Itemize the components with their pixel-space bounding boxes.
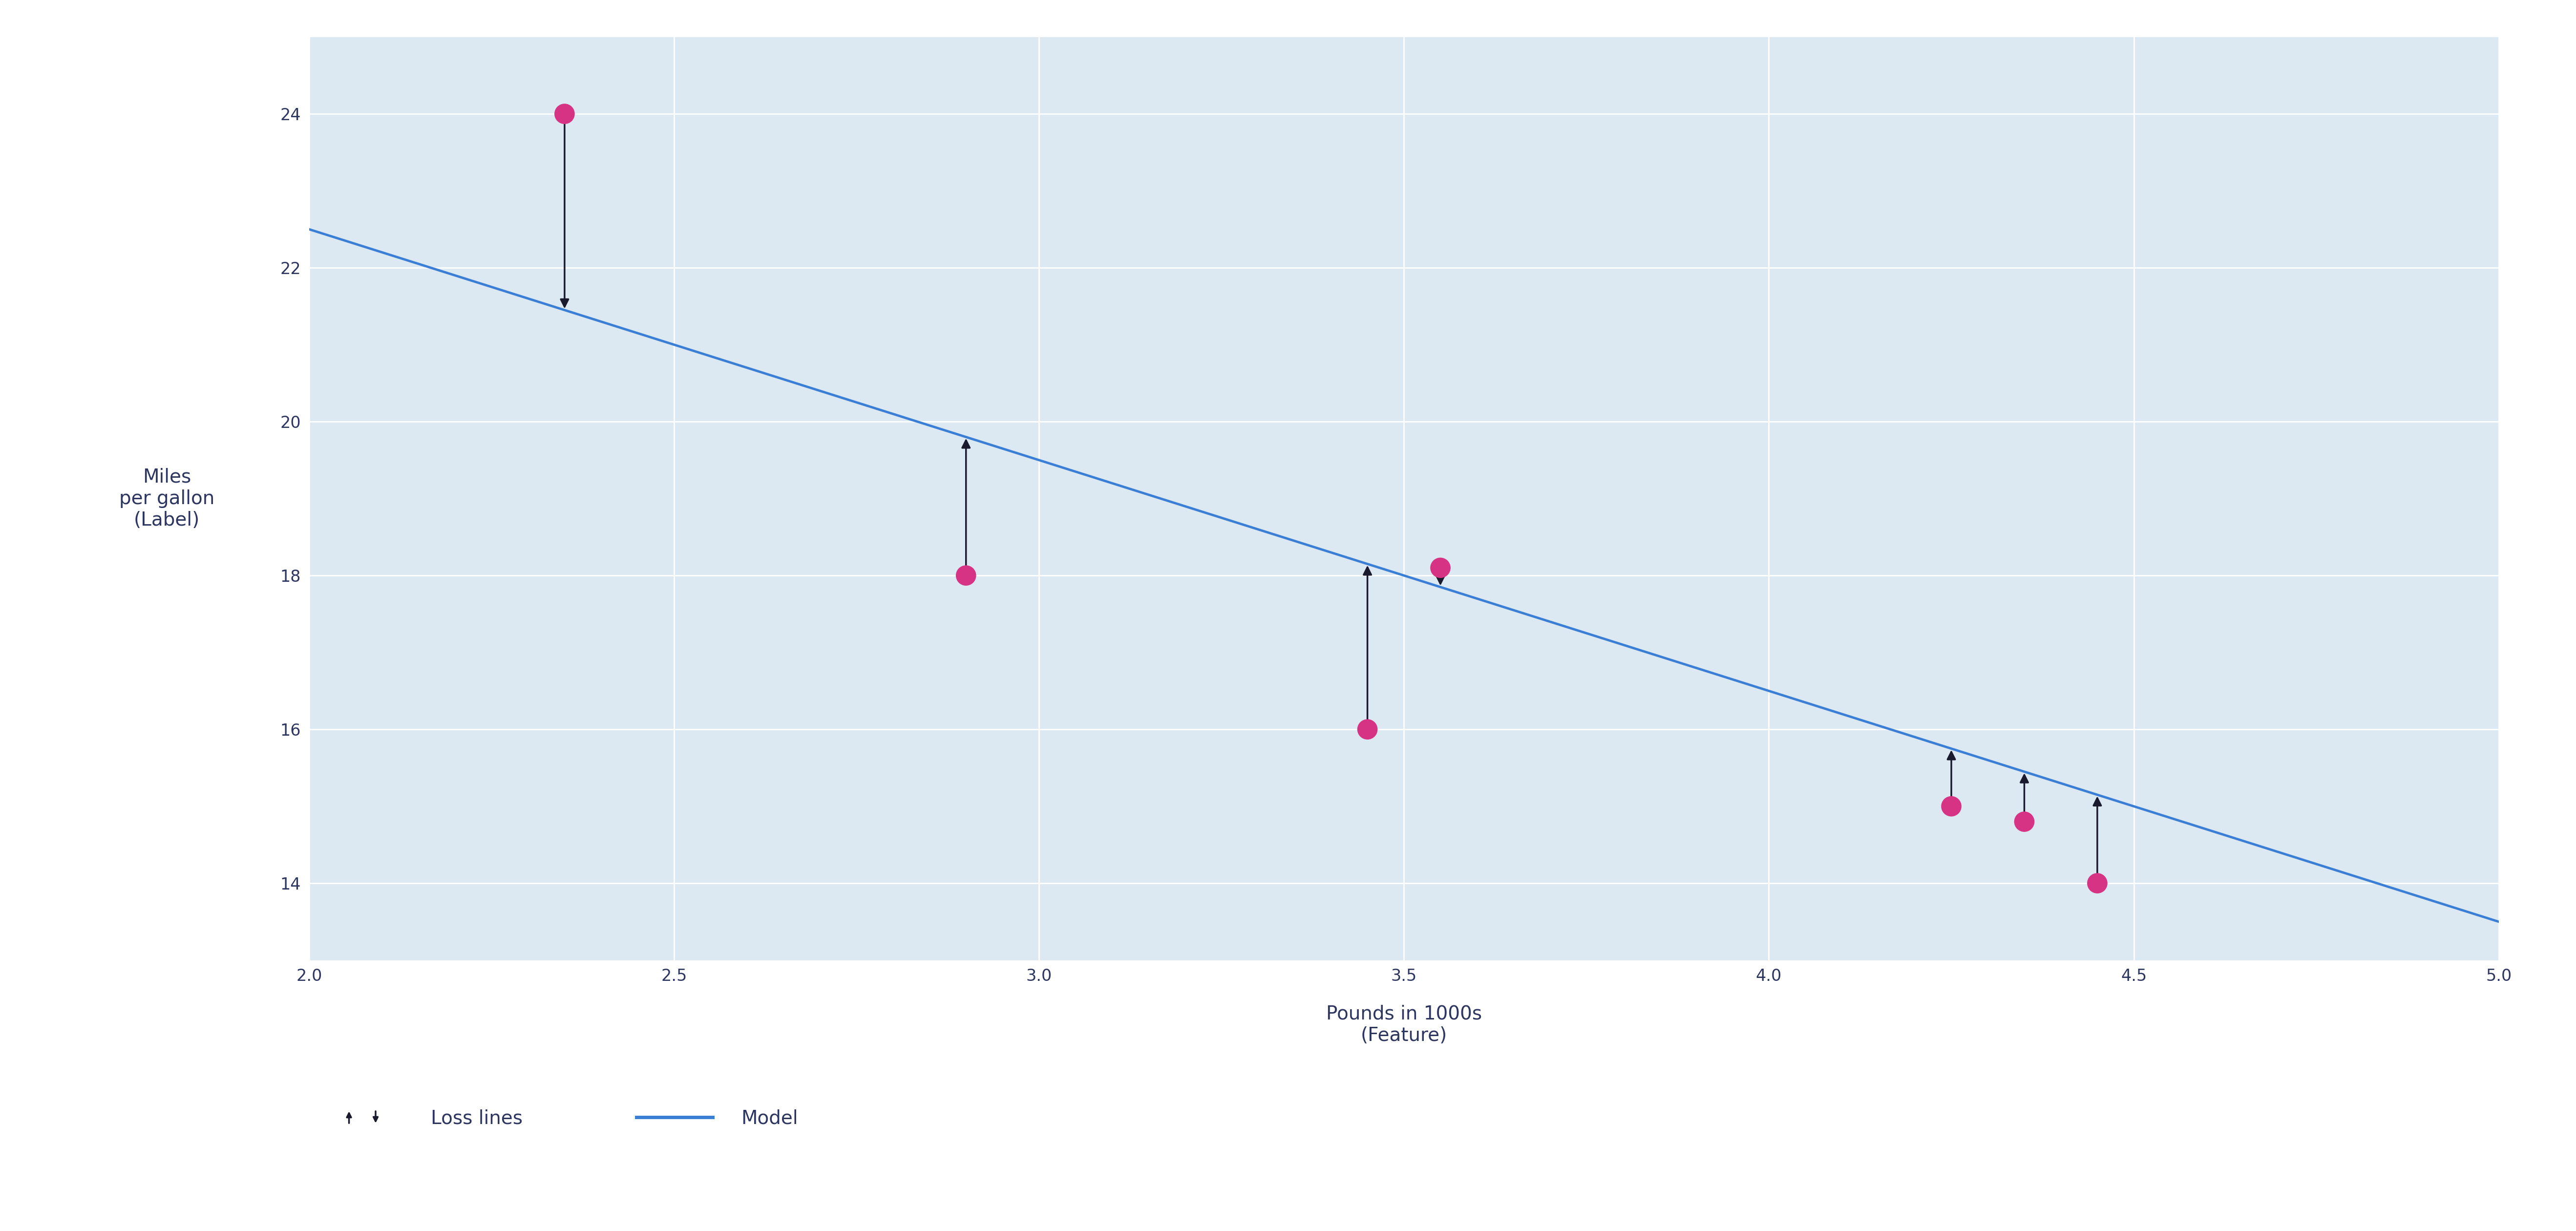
Legend: Loss lines, Model: Loss lines, Model <box>319 1102 806 1135</box>
Point <box>2004 812 2045 832</box>
X-axis label: Pounds in 1000s
(Feature): Pounds in 1000s (Feature) <box>1327 1004 1481 1045</box>
Point <box>1929 796 1971 816</box>
Point <box>544 103 585 123</box>
Point <box>945 565 987 585</box>
Point <box>2076 874 2117 894</box>
Point <box>1419 558 1461 577</box>
Point <box>1347 719 1388 739</box>
Y-axis label: Miles
per gallon
(Label): Miles per gallon (Label) <box>118 468 214 529</box>
